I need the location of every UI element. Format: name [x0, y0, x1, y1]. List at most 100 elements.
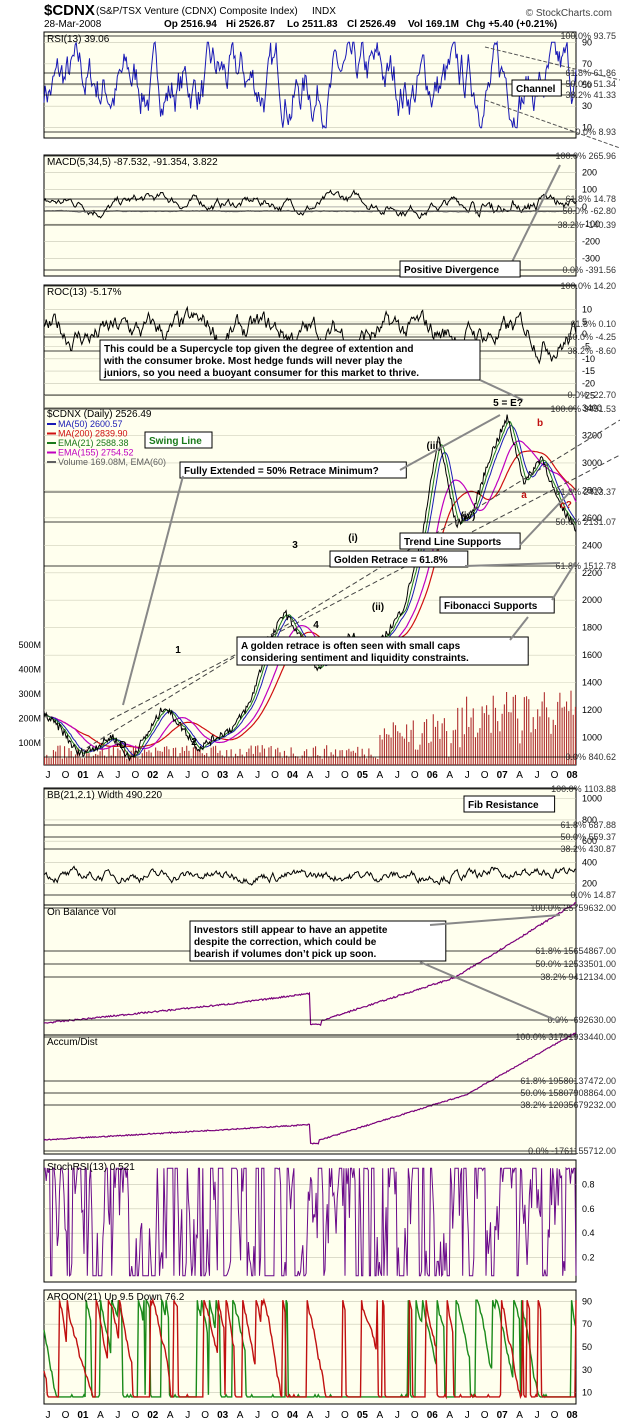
- quote-volume: Vol 169.1M: [408, 19, 459, 30]
- y-tick-label: 200: [582, 167, 597, 177]
- x-tick-label: O: [201, 1410, 209, 1421]
- legend-label: EMA(155) 2754.52: [58, 448, 134, 458]
- volume-bar: [150, 752, 152, 765]
- x-tick-label: J: [46, 770, 51, 781]
- volume-tick-label: 400M: [18, 665, 41, 675]
- volume-bar: [119, 750, 121, 765]
- x-tick-label: J: [46, 1410, 51, 1421]
- x-tick-label: 01: [77, 1410, 89, 1421]
- obv-callout: bearish if volumes don’t pick up soon.: [194, 949, 376, 960]
- volume-bar: [261, 745, 263, 765]
- volume-bar: [301, 755, 303, 765]
- volume-bar: [172, 748, 174, 765]
- volume-bar: [566, 701, 568, 765]
- y-tick-label: 30: [582, 1365, 592, 1375]
- wave-label: 5 = E?: [493, 398, 523, 409]
- volume-bar: [537, 709, 539, 765]
- swing-line-callout-box: [144, 431, 213, 449]
- volume-bar: [277, 747, 279, 765]
- volume-bar: [457, 707, 459, 765]
- volume-bar: [539, 716, 541, 765]
- x-tick-label: O: [62, 1410, 70, 1421]
- price-tick-label: 2200: [582, 568, 602, 578]
- x-tick-label: O: [551, 770, 559, 781]
- fib-label: 61.8% 2413.37: [555, 487, 616, 497]
- x-tick-label: O: [481, 770, 489, 781]
- x-tick-label: J: [255, 770, 260, 781]
- bbwidth-title: BB(21,2.1) Width 490.220: [47, 790, 163, 801]
- trend-arrow: [519, 491, 571, 546]
- volume-bar: [197, 750, 199, 765]
- volume-bar: [392, 722, 394, 765]
- y-tick-label: 5: [582, 317, 587, 327]
- wave-label: 2: [191, 737, 197, 748]
- x-tick-label: O: [411, 770, 419, 781]
- macd-panel: 200 100 0 -100 -200 -300 100.0% 265.96 61.8% 14…: [43, 151, 616, 278]
- volume-bar: [512, 696, 514, 765]
- volume-bar: [523, 697, 525, 765]
- wave-label: 4: [313, 620, 319, 631]
- volume-bar: [166, 746, 168, 765]
- volume-bar: [115, 756, 117, 765]
- volume-bar: [292, 753, 294, 765]
- volume-bar: [210, 747, 212, 765]
- volume-bar: [279, 752, 281, 765]
- volume-bar: [288, 757, 290, 765]
- volume-bar: [110, 755, 112, 765]
- volume-bar: [308, 756, 310, 765]
- fib-label: 100.0% 3451.53: [550, 404, 616, 414]
- volume-bar: [228, 756, 230, 765]
- y-tick-label: -25: [582, 391, 595, 401]
- volume-bar: [421, 733, 423, 765]
- volume-bar: [112, 747, 114, 765]
- aroon-up-line: [43, 1297, 577, 1399]
- y-tick-label: 70: [582, 59, 592, 69]
- volume-bar: [574, 706, 576, 765]
- volume-bar: [157, 750, 159, 765]
- volume-bar: [381, 739, 383, 765]
- quote-high: Hi 2526.87: [226, 19, 275, 30]
- x-tick-label: O: [271, 770, 279, 781]
- volume-bar: [383, 728, 385, 765]
- volume-bar: [506, 692, 508, 765]
- volume-bar: [419, 744, 421, 765]
- volume-bar: [490, 732, 492, 765]
- volume-bar: [446, 731, 448, 765]
- volume-bar: [390, 737, 392, 765]
- obv-title: On Balance Vol: [47, 907, 116, 918]
- price-tick-label: 1400: [582, 678, 602, 688]
- fib-label: 50.0% 559.37: [560, 832, 616, 842]
- x-tick-label: O: [341, 1410, 349, 1421]
- volume-bar: [219, 750, 221, 765]
- volume-bar: [146, 751, 148, 765]
- obv-arrow-bottom: [419, 961, 561, 1023]
- x-tick-label: J: [185, 770, 190, 781]
- fib-label: 61.8% 15654867.00: [535, 946, 616, 956]
- wave-label: (iii): [427, 441, 442, 452]
- volume-bar: [526, 696, 528, 765]
- y-tick-label: 0.4: [582, 1228, 595, 1238]
- volume-bar: [226, 750, 228, 765]
- price-tick-label: 1200: [582, 705, 602, 715]
- channel-callout-box: [511, 79, 562, 97]
- volume-bar: [68, 748, 70, 765]
- volume-bar: [388, 734, 390, 765]
- volume-bar: [319, 756, 321, 765]
- volume-bar: [354, 752, 357, 765]
- accdist-line: [43, 1032, 577, 1145]
- fib-label: 0.0% -692630.00: [547, 1015, 616, 1025]
- volume-bar: [177, 757, 179, 765]
- price-tick-label: 3400: [582, 403, 602, 413]
- wave-label: 3: [292, 540, 298, 551]
- x-tick-label: 08: [566, 1410, 578, 1421]
- volume-bar: [48, 757, 50, 765]
- volume-bar: [408, 741, 410, 765]
- y-tick-label: 200: [582, 879, 597, 889]
- volume-bar: [550, 733, 552, 765]
- positive-divergence-callout: Positive Divergence: [404, 265, 499, 276]
- y-tick-label: 10: [582, 1388, 592, 1398]
- volume-bar: [206, 753, 208, 765]
- volume-bar: [397, 731, 399, 765]
- volume-bar: [426, 719, 428, 765]
- volume-bar: [330, 752, 332, 765]
